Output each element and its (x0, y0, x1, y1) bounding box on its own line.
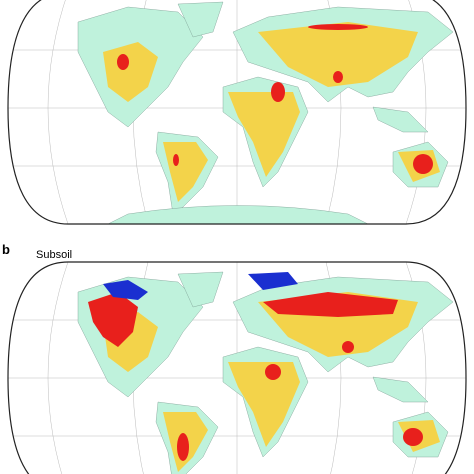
region (413, 154, 433, 174)
region (308, 24, 368, 30)
map-top (7, 0, 467, 225)
region (117, 54, 129, 70)
region (403, 428, 423, 446)
panel-label: b (2, 242, 10, 257)
region (248, 272, 298, 290)
region (271, 82, 285, 102)
region (333, 71, 343, 83)
region (265, 364, 281, 380)
region (342, 341, 354, 353)
region (177, 433, 189, 461)
world-map (8, 262, 466, 474)
map-frame (7, 261, 467, 474)
region (103, 280, 148, 300)
region (173, 154, 179, 166)
region (88, 292, 138, 347)
map-bottom (7, 261, 467, 474)
map-frame (7, 0, 467, 225)
region (263, 292, 398, 317)
world-map (8, 0, 466, 224)
panel-title: Subsoil (36, 249, 72, 261)
